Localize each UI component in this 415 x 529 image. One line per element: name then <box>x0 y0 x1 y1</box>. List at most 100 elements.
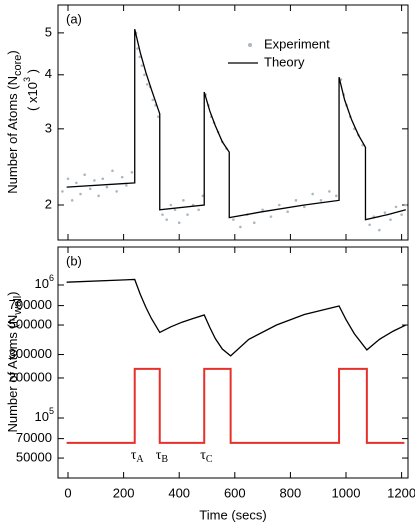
x-axis-label: Time (secs) <box>199 507 266 522</box>
annotation-symbol: τ <box>156 448 162 463</box>
annotation-symbol: τ <box>200 448 206 463</box>
y-axis-label-sub: wall <box>12 296 24 316</box>
y-tick-label: 50000 <box>16 449 52 464</box>
data-point <box>394 205 398 209</box>
data-point <box>311 192 314 196</box>
annotation: τA <box>131 448 145 465</box>
data-point <box>136 47 139 50</box>
data-point <box>138 55 142 59</box>
annotation-sub: A <box>136 454 144 465</box>
y-tick-label: 5 <box>45 24 52 39</box>
data-point <box>389 218 392 221</box>
legend-label: Theory <box>264 54 305 69</box>
data-point <box>165 218 168 221</box>
data-point <box>151 98 155 102</box>
data-point <box>88 187 92 191</box>
data-point <box>197 208 200 212</box>
annotation: τB <box>156 448 169 465</box>
data-point <box>143 73 146 77</box>
y-axis-label: Number of Atoms (Ncore) <box>5 50 23 194</box>
data-point <box>140 64 144 67</box>
y-tick-base: 10 <box>35 409 49 424</box>
y-tick-label: 2 <box>45 196 52 211</box>
data-point <box>125 184 128 187</box>
y-tick-label: 106 <box>35 273 54 291</box>
data-line <box>66 29 406 221</box>
x-tick-label: 1000 <box>332 485 361 500</box>
annotation-sub: B <box>161 454 168 465</box>
data-point <box>130 171 134 174</box>
data-point <box>115 190 118 193</box>
data-point <box>269 215 273 218</box>
legend-label: Experiment <box>264 36 330 51</box>
data-point <box>252 221 256 225</box>
data-point <box>186 213 189 216</box>
y-axis-label: Number of Atoms (Nwall) <box>5 291 23 432</box>
data-point <box>97 194 100 198</box>
data-point <box>157 115 160 119</box>
data-point <box>400 213 403 216</box>
x-tick-label: 200 <box>113 485 135 500</box>
y-tick-label: 4 <box>45 66 52 81</box>
annotation-sub: C <box>206 454 213 465</box>
data-point <box>303 205 306 209</box>
y-tick-label: 70000 <box>16 430 52 445</box>
y-tick-base: 10 <box>35 276 49 291</box>
data-point <box>182 199 185 202</box>
y-axis-label-end: ) <box>5 291 20 295</box>
legend-marker <box>248 43 252 47</box>
x-tick-label: 1200 <box>387 485 415 500</box>
data-point <box>261 208 264 212</box>
y-tick-exponent: 5 <box>49 406 54 416</box>
data-point <box>83 173 86 177</box>
data-point <box>61 190 64 193</box>
annotation: τC <box>200 448 213 465</box>
data-line <box>66 367 405 444</box>
data-point <box>161 213 164 216</box>
data-point <box>120 175 124 179</box>
y-tick-label: 300000 <box>9 346 52 361</box>
annotation-symbol: τ <box>131 448 137 463</box>
y-axis-unit: ( x103 ) <box>22 69 40 111</box>
data-point <box>145 83 149 86</box>
y-tick-exponent: 6 <box>49 273 54 283</box>
y-tick-label: 700000 <box>9 297 52 312</box>
data-point <box>201 194 205 198</box>
x-tick-label: 600 <box>224 485 246 500</box>
y-axis-label-main: Number of Atoms (N <box>5 315 20 433</box>
y-tick-label: 500000 <box>9 316 52 331</box>
y-axis-label-main: Number of Atoms (N <box>5 76 20 194</box>
data-point <box>177 221 181 225</box>
y-tick-label: 105 <box>35 406 54 424</box>
data-point <box>239 225 242 229</box>
data-point <box>378 228 381 232</box>
data-point <box>66 177 70 181</box>
y-axis-label-end: ) <box>5 50 20 54</box>
data-point <box>286 210 289 213</box>
data-point <box>79 192 82 196</box>
data-point <box>404 203 408 207</box>
x-tick-label: 400 <box>168 485 190 500</box>
plot-frame <box>57 4 409 241</box>
data-point <box>111 169 114 173</box>
data-point <box>294 199 298 202</box>
y-axis-unit-end: ) <box>25 69 40 77</box>
y-tick-label: 200000 <box>9 369 52 384</box>
y-axis-unit-main: ( x10 <box>25 82 40 111</box>
data-point <box>173 208 177 212</box>
data-point <box>319 199 323 202</box>
data-point <box>101 177 105 181</box>
plot-frame <box>57 246 409 479</box>
data-line <box>66 278 407 357</box>
data-point <box>70 199 74 202</box>
data-point <box>277 203 281 207</box>
panel-label: (a) <box>66 11 82 26</box>
data-point <box>93 179 96 182</box>
y-axis-unit-sup: 3 <box>22 77 32 82</box>
data-point <box>334 194 338 198</box>
data-point <box>328 190 331 193</box>
x-tick-label: 800 <box>280 485 302 500</box>
x-tick-label: 0 <box>64 485 71 500</box>
y-axis-label-sub: core <box>12 55 24 76</box>
